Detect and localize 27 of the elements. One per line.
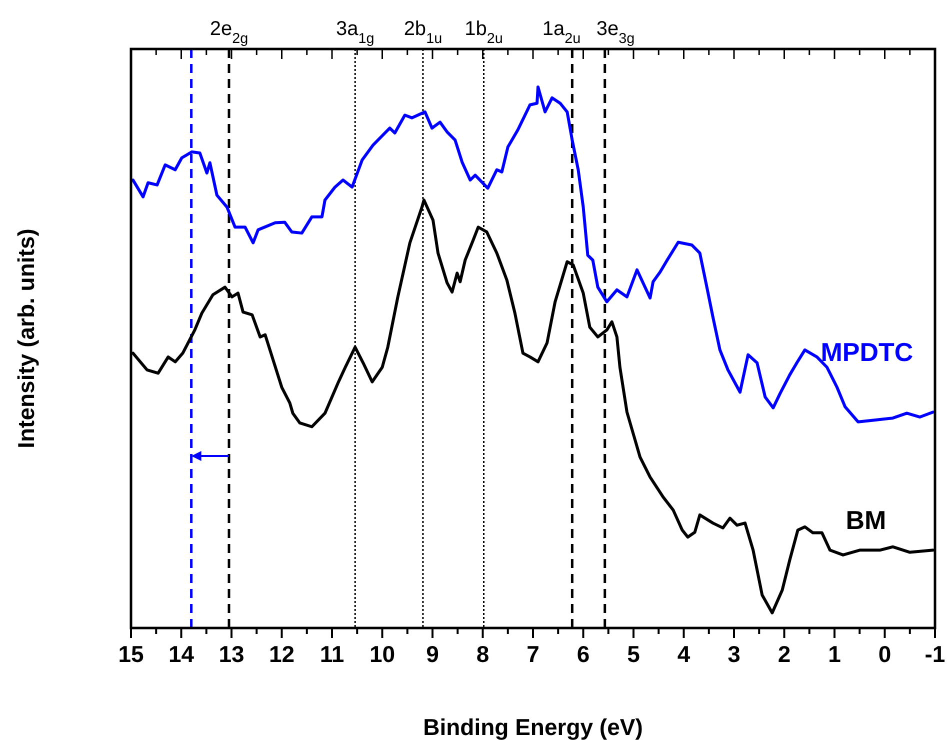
series-label: MPDTC bbox=[820, 337, 914, 368]
ref-line-label: 1b$_{2u}$ bbox=[464, 18, 503, 47]
ref-line-label: 3e$_{3g}$ bbox=[596, 18, 635, 47]
y-axis-title: Intensity (arb. units) bbox=[13, 228, 39, 448]
ref-line-label: 1a$_{2u}$ bbox=[542, 18, 581, 47]
x-tick-label: 8 bbox=[476, 641, 490, 667]
x-tick-label: 12 bbox=[268, 641, 295, 667]
x-tick-label: 14 bbox=[168, 641, 194, 667]
x-tick-label: 3 bbox=[728, 641, 740, 667]
ref-line-label: 3a$_{1g}$ bbox=[336, 18, 374, 47]
ref-line-label: 2e$_{2g}$ bbox=[210, 18, 248, 47]
x-tick-label: 9 bbox=[426, 641, 439, 667]
series-label: BM bbox=[846, 505, 886, 536]
x-tick-label: -1 bbox=[924, 641, 946, 667]
x-tick-label: 4 bbox=[677, 641, 690, 667]
x-tick-label: 13 bbox=[218, 641, 244, 667]
x-tick-label: 5 bbox=[627, 641, 640, 667]
x-tick-label: 10 bbox=[369, 641, 396, 667]
x-tick-label: 15 bbox=[118, 641, 144, 667]
x-tick-label: 0 bbox=[878, 641, 892, 667]
x-tick-label: 2 bbox=[778, 641, 791, 667]
x-tick-label: 11 bbox=[320, 641, 344, 667]
x-tick-label: 7 bbox=[526, 641, 540, 667]
x-axis-title: Binding Energy (eV) bbox=[423, 714, 643, 740]
x-tick-label: 1 bbox=[828, 641, 842, 667]
x-tick-label: 6 bbox=[576, 641, 590, 667]
ref-line-label: 2b$_{1u}$ bbox=[404, 18, 442, 47]
